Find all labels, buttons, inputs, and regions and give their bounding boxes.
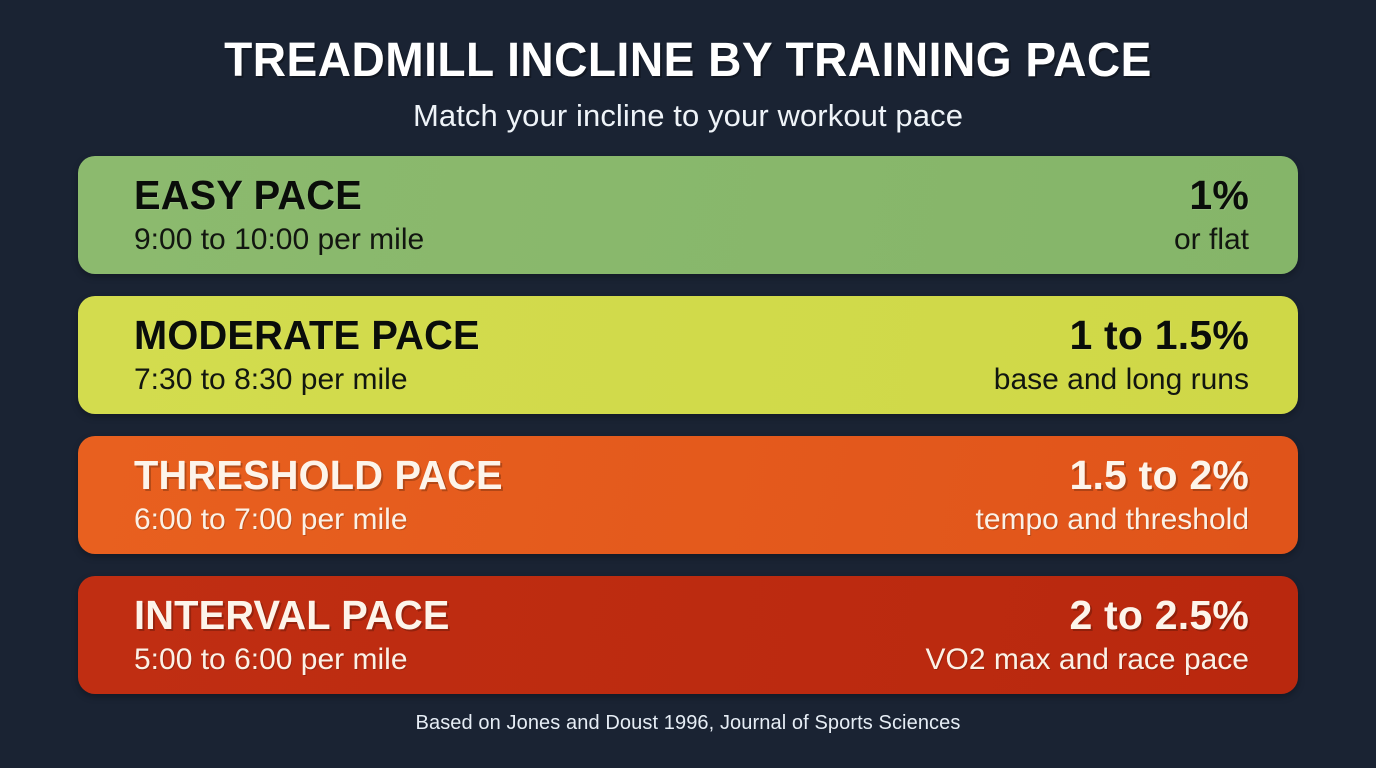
page-title: TREADMILL INCLINE BY TRAINING PACE — [224, 34, 1152, 87]
source-citation: Based on Jones and Doust 1996, Journal o… — [415, 712, 961, 735]
pace-name: INTERVAL PACE — [134, 592, 450, 639]
incline-value: 1.5 to 2% — [1069, 452, 1249, 499]
page-subtitle: Match your incline to your workout pace — [412, 98, 964, 134]
pace-row-right: 1% or flat — [1174, 175, 1249, 255]
pace-name: THRESHOLD PACE — [134, 452, 503, 499]
incline-value: 1% — [1189, 172, 1249, 219]
pace-row-interval: INTERVAL PACE 5:00 to 6:00 per mile 2 to… — [78, 576, 1298, 695]
pace-row-moderate: MODERATE PACE 7:30 to 8:30 per mile 1 to… — [78, 296, 1298, 415]
incline-value: 2 to 2.5% — [1069, 592, 1249, 639]
header: TREADMILL INCLINE BY TRAINING PACE Match… — [0, 0, 1376, 134]
incline-note: tempo and threshold — [975, 503, 1249, 537]
pace-row-right: 2 to 2.5% VO2 max and race pace — [925, 595, 1249, 675]
pace-row-left: EASY PACE 9:00 to 10:00 per mile — [134, 175, 424, 255]
pace-range: 6:00 to 7:00 per mile — [134, 503, 408, 537]
pace-row-left: THRESHOLD PACE 6:00 to 7:00 per mile — [134, 455, 514, 535]
pace-range: 9:00 to 10:00 per mile — [134, 223, 425, 257]
pace-row-threshold: THRESHOLD PACE 6:00 to 7:00 per mile 1.5… — [78, 436, 1298, 555]
pace-row-list: EASY PACE 9:00 to 10:00 per mile 1% or f… — [78, 156, 1298, 695]
pace-name: EASY PACE — [134, 172, 362, 219]
pace-row-right: 1 to 1.5% base and long runs — [994, 315, 1249, 395]
pace-row-easy: EASY PACE 9:00 to 10:00 per mile 1% or f… — [78, 156, 1298, 275]
pace-row-left: MODERATE PACE 7:30 to 8:30 per mile — [134, 315, 490, 395]
incline-note: or flat — [1173, 223, 1249, 257]
pace-range: 7:30 to 8:30 per mile — [134, 363, 408, 397]
pace-row-right: 1.5 to 2% tempo and threshold — [975, 455, 1249, 535]
incline-note: base and long runs — [993, 363, 1249, 397]
pace-name: MODERATE PACE — [134, 312, 480, 359]
pace-range: 5:00 to 6:00 per mile — [134, 643, 408, 677]
incline-note: VO2 max and race pace — [925, 643, 1249, 677]
incline-value: 1 to 1.5% — [1069, 312, 1249, 359]
pace-row-left: INTERVAL PACE 5:00 to 6:00 per mile — [134, 595, 459, 675]
